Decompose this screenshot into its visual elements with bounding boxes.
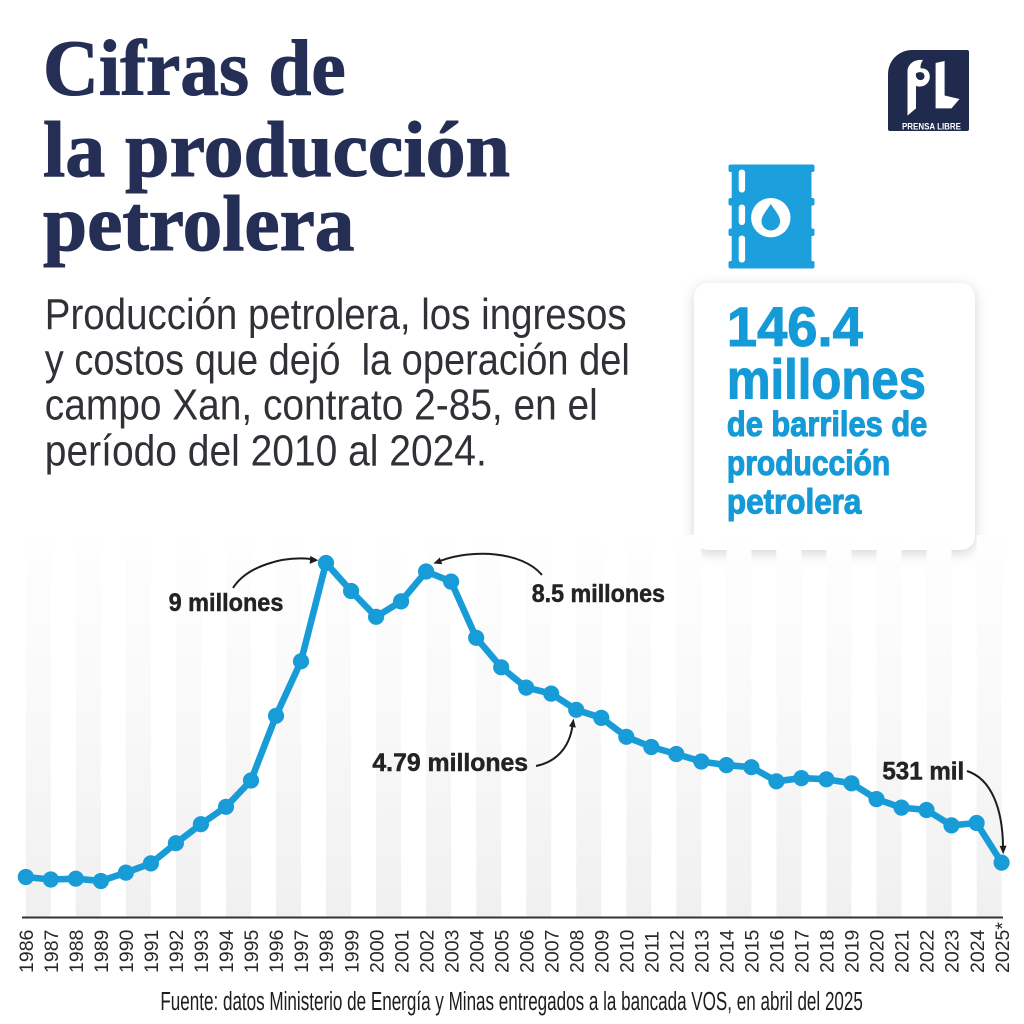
svg-text:1991: 1991 <box>141 930 163 973</box>
svg-text:1990: 1990 <box>116 929 138 973</box>
svg-text:2007: 2007 <box>541 930 563 973</box>
svg-text:2006: 2006 <box>516 930 538 973</box>
svg-text:1999: 1999 <box>341 930 363 973</box>
svg-text:campo Xan, contrato 2-85, en e: campo Xan, contrato 2-85, en el <box>45 381 598 430</box>
svg-text:2017: 2017 <box>792 930 814 973</box>
svg-text:2015: 2015 <box>742 929 764 973</box>
svg-text:producción: producción <box>727 444 890 483</box>
svg-text:1988: 1988 <box>66 930 88 973</box>
svg-text:2016: 2016 <box>767 930 789 973</box>
svg-text:2013: 2013 <box>692 930 714 973</box>
svg-text:1987: 1987 <box>41 930 63 973</box>
svg-text:2009: 2009 <box>592 930 614 973</box>
svg-text:PRENSA LIBRE: PRENSA LIBRE <box>902 122 961 132</box>
svg-text:2005: 2005 <box>491 929 513 973</box>
svg-text:2004: 2004 <box>466 929 488 973</box>
svg-text:millones: millones <box>727 347 926 410</box>
svg-text:1989: 1989 <box>91 930 113 973</box>
svg-text:2023: 2023 <box>942 930 964 973</box>
svg-text:531 mil: 531 mil <box>882 758 964 786</box>
svg-text:4.79 millones: 4.79 millones <box>372 749 528 777</box>
svg-text:Producción petrolera, los ingr: Producción petrolera, los ingresos <box>45 290 627 339</box>
svg-text:2022: 2022 <box>917 930 939 973</box>
svg-text:1986: 1986 <box>16 930 38 973</box>
svg-text:2019: 2019 <box>842 930 864 973</box>
svg-text:2021: 2021 <box>892 930 914 973</box>
svg-text:2020: 2020 <box>867 929 889 973</box>
svg-text:2025*: 2025* <box>992 922 1014 973</box>
svg-text:Fuente: datos Ministerio de En: Fuente: datos Ministerio de Energía y Mi… <box>160 988 863 1016</box>
svg-text:2010: 2010 <box>617 929 639 973</box>
svg-text:2012: 2012 <box>667 930 689 973</box>
svg-text:9 millones: 9 millones <box>169 589 284 617</box>
svg-text:1998: 1998 <box>316 930 338 973</box>
svg-text:2002: 2002 <box>416 930 438 973</box>
svg-text:2003: 2003 <box>441 930 463 973</box>
svg-text:petrolera: petrolera <box>43 180 355 268</box>
svg-text:1992: 1992 <box>166 930 188 973</box>
svg-text:1995: 1995 <box>241 929 263 973</box>
svg-text:y costos que dejó la operació: y costos que dejó la operación del <box>45 336 630 385</box>
svg-text:2014: 2014 <box>717 929 739 973</box>
svg-text:2000: 2000 <box>366 929 388 973</box>
svg-text:8.5 millones: 8.5 millones <box>532 580 665 608</box>
svg-text:la producción: la producción <box>43 106 510 194</box>
svg-text:2024: 2024 <box>967 929 989 973</box>
svg-text:2001: 2001 <box>391 930 413 973</box>
svg-text:2008: 2008 <box>566 930 588 973</box>
svg-text:Cifras de: Cifras de <box>43 25 346 113</box>
svg-text:1996: 1996 <box>266 930 288 973</box>
svg-text:período del 2010 al 2024.: período del 2010 al 2024. <box>45 426 487 475</box>
svg-text:2011: 2011 <box>642 931 664 973</box>
svg-text:de barriles de: de barriles de <box>727 405 927 444</box>
svg-text:1997: 1997 <box>291 930 313 973</box>
svg-text:2018: 2018 <box>817 930 839 973</box>
svg-text:1993: 1993 <box>191 930 213 973</box>
svg-text:1994: 1994 <box>216 929 238 973</box>
svg-text:petrolera: petrolera <box>727 483 862 522</box>
svg-text:146.4: 146.4 <box>727 295 863 358</box>
